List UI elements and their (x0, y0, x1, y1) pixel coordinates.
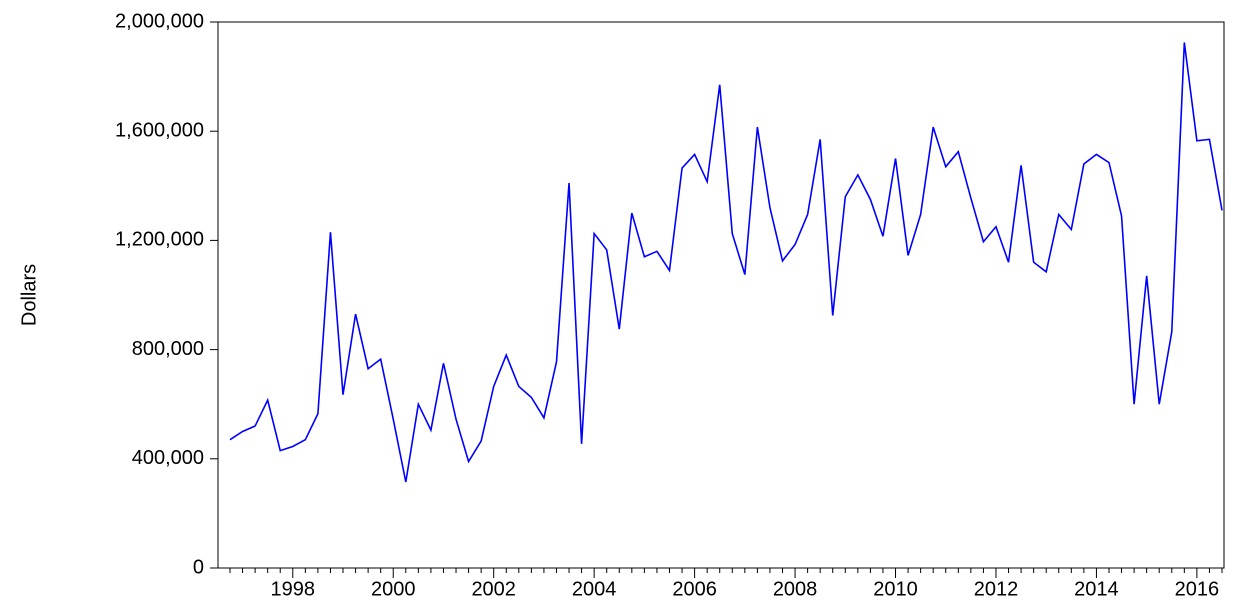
y-tick-label: 400,000 (132, 447, 204, 469)
data-line (229, 42, 1223, 483)
x-tick-label: 2016 (1175, 578, 1220, 600)
x-tick-label: 2012 (974, 578, 1019, 600)
plot-frame (217, 21, 1225, 569)
x-tick-label: 2010 (873, 578, 918, 600)
y-tick-label: 1,200,000 (115, 229, 204, 251)
x-tick-label: 2014 (1074, 578, 1119, 600)
y-tick-label: 2,000,000 (115, 10, 204, 32)
y-tick-label: 0 (193, 556, 204, 578)
y-axis-label: Dollars (18, 264, 40, 326)
x-tick-label: 2006 (672, 578, 717, 600)
x-tick-label: 2004 (572, 578, 617, 600)
x-tick-label: 2002 (471, 578, 516, 600)
x-tick-label: 1998 (271, 578, 316, 600)
y-tick-label: 1,600,000 (115, 119, 204, 141)
x-tick-label: 2000 (371, 578, 416, 600)
y-tick-label: 800,000 (132, 338, 204, 360)
x-tick-label: 2008 (773, 578, 818, 600)
